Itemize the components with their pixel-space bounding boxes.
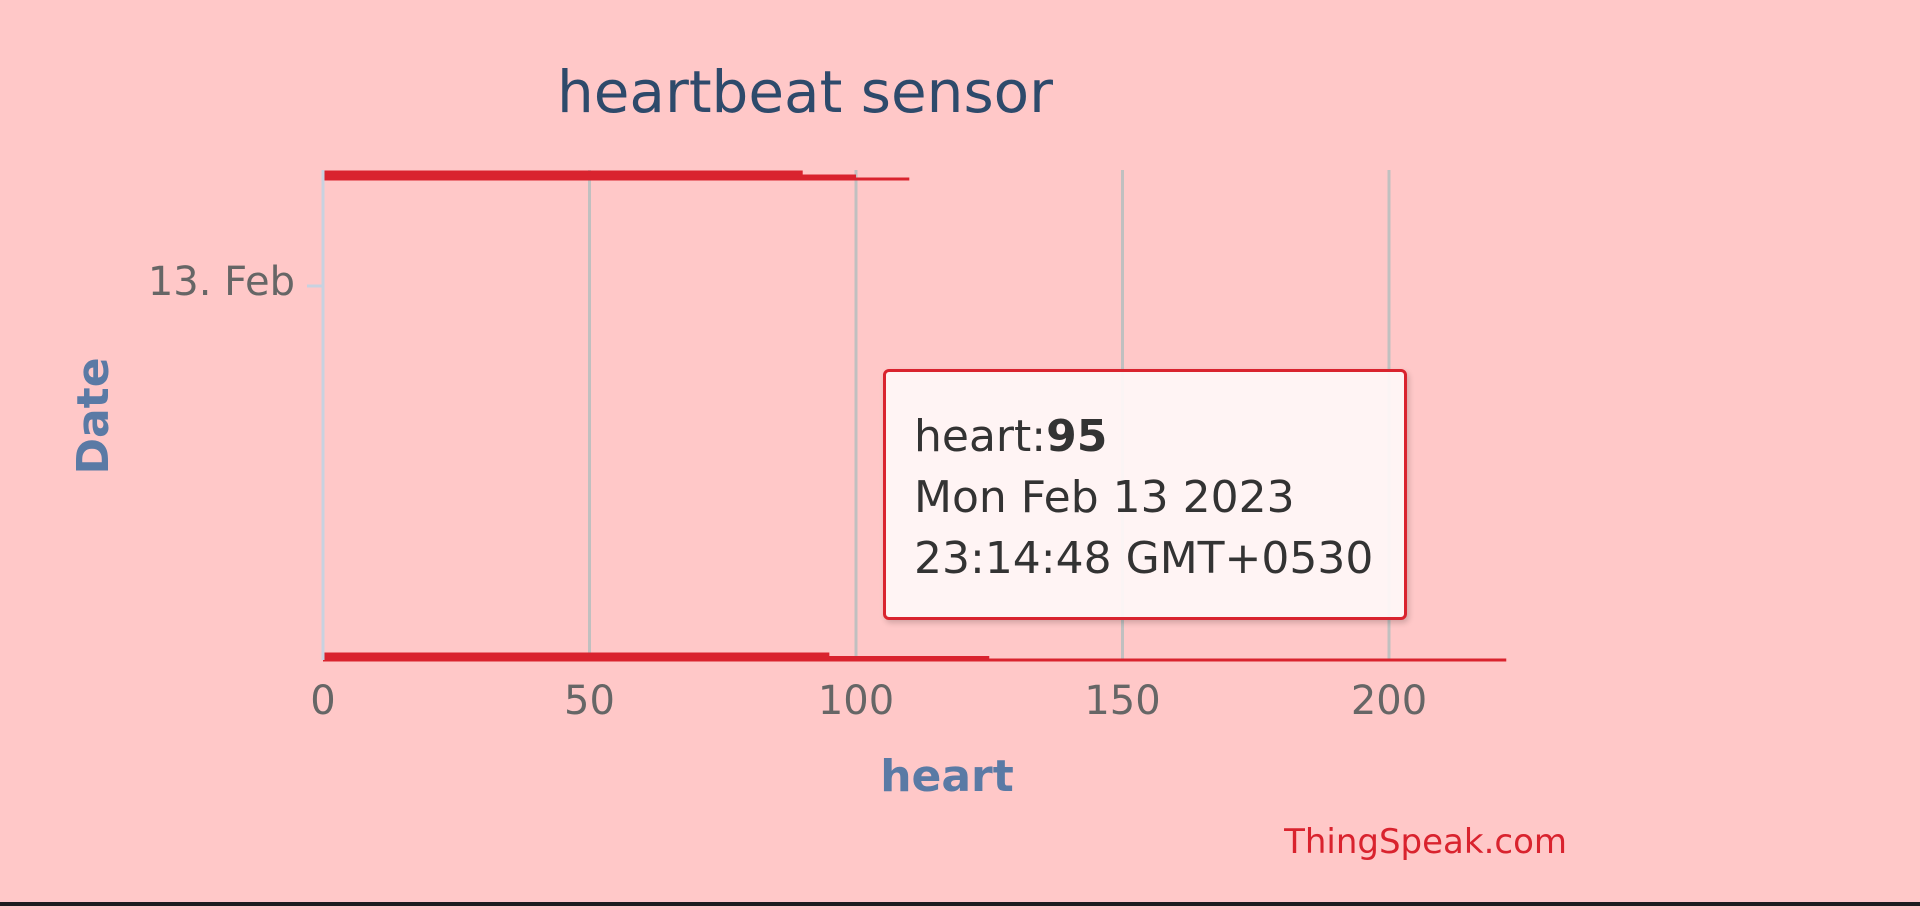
x-tick-label: 150 — [1084, 678, 1160, 724]
x-tick-label: 200 — [1351, 678, 1427, 724]
x-axis-title: heart — [880, 751, 1014, 802]
chart-title: heartbeat sensor — [557, 58, 1053, 126]
bar[interactable] — [323, 658, 1507, 662]
axes: 0 50 100 150 200 — [307, 170, 1427, 724]
tooltip-date-line1: Mon Feb 13 2023 — [914, 472, 1295, 523]
bar[interactable] — [323, 170, 803, 178]
data-bars — [323, 170, 1507, 662]
tooltip-value: 95 — [1046, 411, 1108, 462]
x-tick-label: 50 — [564, 678, 615, 724]
tooltip-series-label: heart: — [914, 411, 1047, 462]
tooltip-value-line: heart:95 — [914, 406, 1404, 467]
y-axis-title: Date — [68, 357, 119, 474]
bar[interactable] — [323, 177, 910, 181]
x-tick-label: 100 — [818, 678, 894, 724]
tooltip-date-line2: 23:14:48 GMT+0530 — [914, 533, 1374, 584]
credit-link[interactable]: ThingSpeak.com — [1283, 822, 1567, 862]
y-tick-label: 13. Feb — [148, 259, 295, 305]
bar[interactable] — [323, 656, 990, 660]
tooltip: heart:95 Mon Feb 13 2023 23:14:48 GMT+05… — [883, 369, 1407, 620]
bar[interactable] — [323, 174, 856, 179]
bottom-border — [0, 902, 1920, 906]
x-tick-label: 0 — [310, 678, 335, 724]
